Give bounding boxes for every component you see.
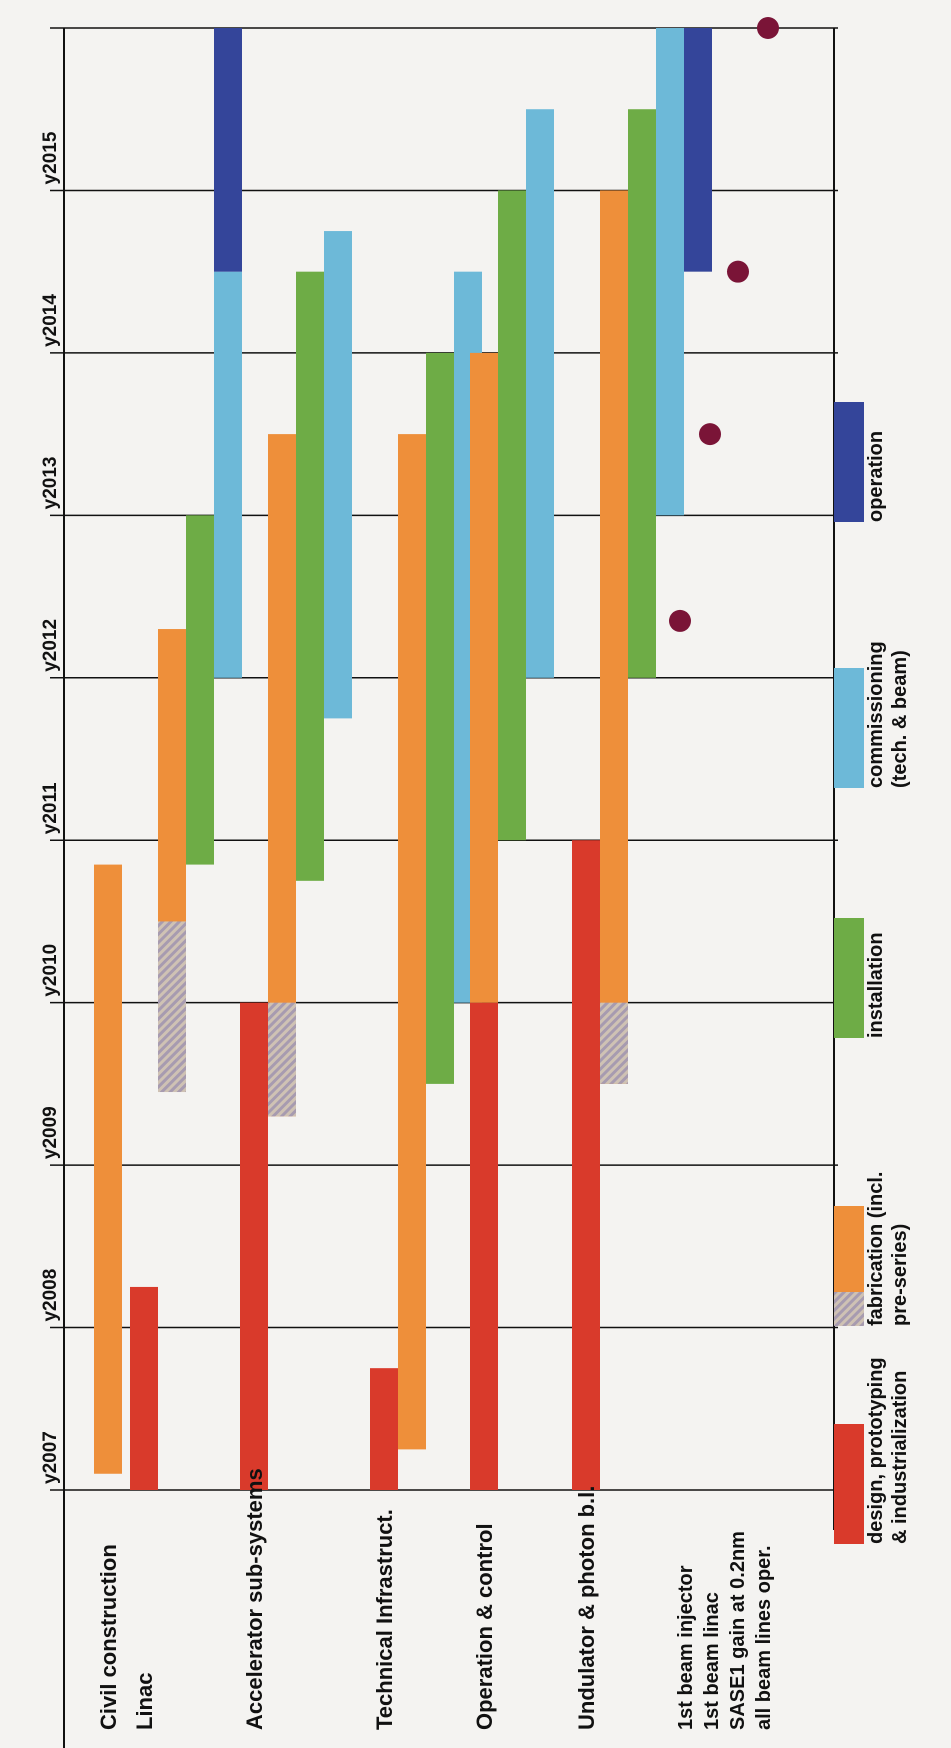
bar-undulator-photon-b-l-installation xyxy=(628,109,656,678)
milestone-marker-sase1-gain-at-0-2nm xyxy=(727,260,749,283)
row-label-undulator-photon-b-l: Undulator & photon b.l. xyxy=(574,1486,599,1730)
legend-label-design: & industrialization xyxy=(889,1371,911,1544)
preseries-linac xyxy=(158,921,186,1093)
legend-label-commissioning: (tech. & beam) xyxy=(889,650,911,788)
row-label-operation-control: Operation & control xyxy=(472,1523,497,1730)
bar-accelerator-sub-systems-design xyxy=(240,1002,268,1490)
legend-label-commissioning: commissioning xyxy=(865,641,887,788)
milestone-marker-1st-beam-injector xyxy=(669,609,691,632)
preseries-undulator-photon-b-l xyxy=(600,1002,628,1084)
legend-swatch-preseries xyxy=(834,1292,864,1326)
bar-undulator-photon-b-l-design xyxy=(572,840,600,1490)
milestone-label-1st-beam-injector: 1st beam injector xyxy=(675,1565,697,1730)
row-label-linac: Linac xyxy=(132,1673,157,1730)
bar-operation-control-commissioning xyxy=(526,109,554,678)
bar-undulator-photon-b-l-operation xyxy=(684,28,712,272)
year-tick-label: y2015 xyxy=(40,131,61,184)
bar-technical-infrastruct-installation xyxy=(426,352,454,1084)
row-label-technical-infrastruct: Technical Infrastruct. xyxy=(372,1509,397,1730)
bar-linac-design xyxy=(130,1286,158,1490)
bar-linac-operation xyxy=(214,28,242,272)
row-label-civil-construction: Civil construction xyxy=(96,1544,121,1730)
legend-swatch-commissioning xyxy=(834,668,864,788)
bar-operation-control-installation xyxy=(498,190,526,841)
legend-label-design: design, prototyping xyxy=(865,1357,887,1544)
legend-swatch-design xyxy=(834,1424,864,1544)
bar-accelerator-sub-systems-installation xyxy=(296,271,324,881)
milestone-marker-all-beam-lines-oper xyxy=(757,17,779,39)
year-tick-label: y2014 xyxy=(40,294,61,347)
year-tick-label: y2013 xyxy=(40,456,61,509)
bar-linac-installation xyxy=(186,515,214,865)
bar-operation-control-design xyxy=(470,1002,498,1490)
legend-swatch-installation xyxy=(834,918,864,1038)
year-tick-label: y2008 xyxy=(40,1269,61,1322)
legend-label-fabrication: fabrication (incl. xyxy=(865,1172,887,1326)
bar-undulator-photon-b-l-fabrication xyxy=(600,190,628,1084)
bar-civil-construction-fabrication xyxy=(94,864,122,1474)
bar-technical-infrastruct-fabrication xyxy=(398,434,426,1450)
year-tick-label: y2011 xyxy=(40,782,61,834)
bar-accelerator-sub-systems-commissioning xyxy=(324,231,352,719)
milestone-label-1st-beam-linac: 1st beam linac xyxy=(701,1592,723,1730)
year-tick-label: y2009 xyxy=(40,1106,61,1159)
bar-undulator-photon-b-l-commissioning xyxy=(656,28,684,516)
bar-technical-infrastruct-design xyxy=(370,1368,398,1490)
year-tick-label: y2012 xyxy=(40,619,61,672)
milestone-marker-1st-beam-linac xyxy=(699,423,721,446)
legend-label-operation: operation xyxy=(865,431,887,522)
legend-label-installation: installation xyxy=(865,932,887,1038)
legend-swatch-operation xyxy=(834,402,864,522)
preseries-accelerator-sub-systems xyxy=(268,1002,296,1117)
legend-label-fabrication: pre-series) xyxy=(889,1224,911,1326)
milestone-label-sase1-gain-at-0-2nm: SASE1 gain at 0.2nm xyxy=(727,1531,749,1730)
row-label-accelerator-sub-systems: Accelerator sub-systems xyxy=(242,1468,267,1730)
bar-operation-control-fabrication xyxy=(470,352,498,1003)
year-tick-label: y2007 xyxy=(40,1431,61,1484)
bar-linac-commissioning xyxy=(214,271,242,678)
milestone-label-all-beam-lines-oper: all beam lines oper. xyxy=(753,1545,775,1730)
year-tick-label: y2010 xyxy=(40,944,61,997)
